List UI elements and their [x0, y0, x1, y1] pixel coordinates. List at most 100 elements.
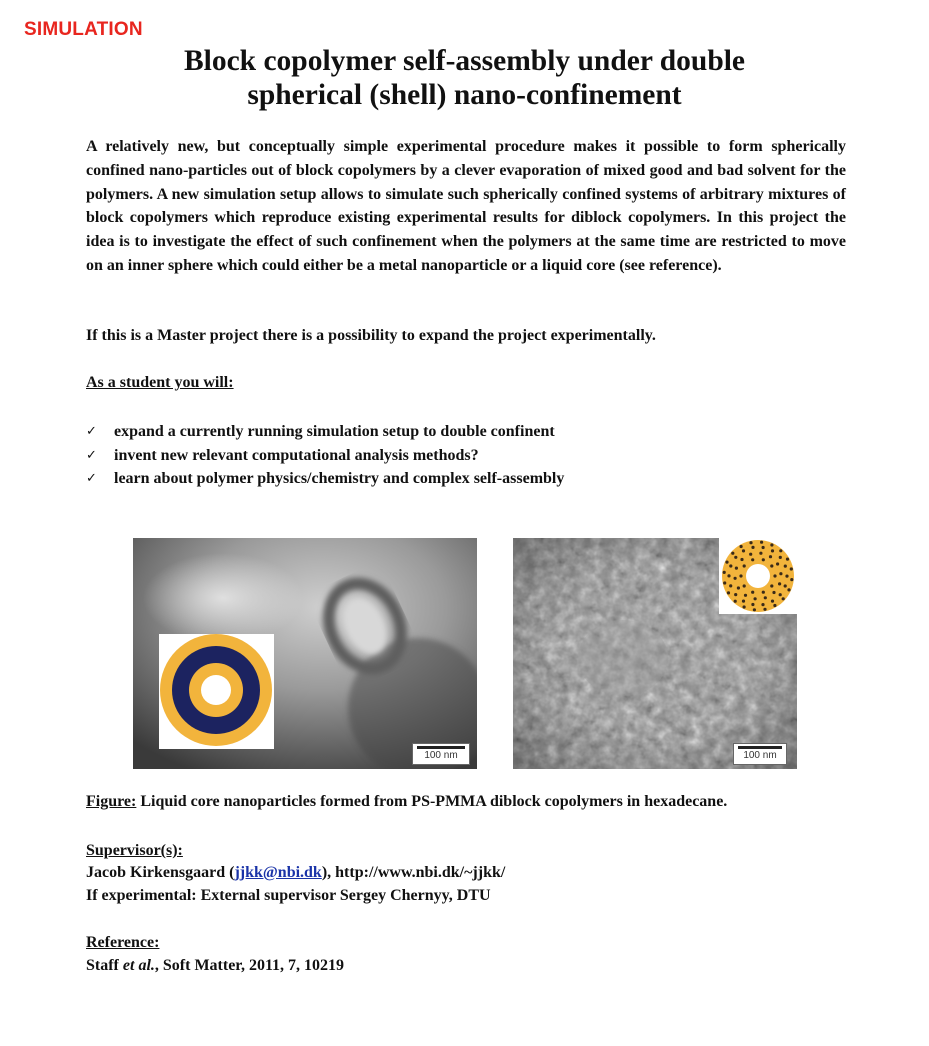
- inset-dot: [733, 599, 737, 603]
- task-list: ✓ expand a currently running simulation s…: [86, 420, 564, 491]
- title-line-2: spherical (shell) nano-confinement: [247, 79, 682, 111]
- inset-dot: [770, 549, 775, 553]
- inset-dot: [760, 540, 764, 544]
- inset-dot: [733, 576, 737, 580]
- tem-image-right: [513, 538, 797, 769]
- inset-dot: [731, 551, 735, 555]
- figure-label: Figure:: [86, 793, 137, 810]
- inset-dot: [752, 608, 756, 612]
- inset-dot: [761, 590, 765, 594]
- task-text: learn about polymer physics/chemistry an…: [114, 470, 565, 487]
- supervisor-name: Jacob Kirkensgaard (: [86, 864, 235, 881]
- inset-dot: [741, 599, 746, 603]
- inset-dot: [772, 590, 776, 595]
- inset-dot: [751, 602, 755, 607]
- category-tag: SIMULATION: [24, 19, 143, 40]
- inset-dot: [783, 584, 787, 588]
- inset-dot: [761, 603, 765, 607]
- page-title: Block copolymer self-assembly under doub…: [60, 44, 869, 112]
- micrograph-left: 100 nm: [133, 538, 477, 769]
- inset-dot: [751, 545, 755, 549]
- inset-dot: [749, 552, 753, 556]
- inset-dot: [729, 584, 733, 588]
- inset-dot: [779, 572, 783, 576]
- inset-dot: [773, 603, 777, 608]
- inset-dot: [787, 588, 791, 592]
- inset-dot: [734, 555, 738, 559]
- inset-dot: [742, 564, 746, 568]
- inset-dot: [723, 581, 727, 585]
- inset-dot: [770, 543, 774, 547]
- supervisor-url: ), http://www.nbi.dk/~jjkk/: [321, 864, 506, 881]
- supervisor-heading: Supervisor(s):: [86, 842, 183, 859]
- tem-image-left: [133, 538, 477, 769]
- inset-dot: [778, 593, 782, 597]
- reference-etal: et al.: [122, 957, 155, 974]
- inset-dot: [759, 551, 763, 555]
- external-supervisor: If experimental: External supervisor Ser…: [86, 887, 491, 904]
- inset-dot: [734, 593, 738, 597]
- inset-dot: [778, 555, 782, 559]
- inset-dot: [749, 541, 753, 545]
- inset-dot: [722, 570, 726, 574]
- reference-source: , Soft Matter, 2011, 7, 10219: [154, 957, 345, 974]
- scale-bar-line: [738, 746, 782, 749]
- scale-bar-left: 100 nm: [412, 743, 470, 765]
- reference-author: Staff: [86, 957, 123, 974]
- inset-dot: [781, 597, 785, 601]
- email-link[interactable]: jjkk@nbi.dk: [234, 864, 322, 881]
- inset-dot: [785, 557, 790, 561]
- inset-dot: [770, 599, 775, 603]
- inset-dot: [751, 590, 755, 594]
- inset-dot: [736, 586, 740, 590]
- checkmark-icon: ✓: [86, 424, 97, 439]
- supervisor-line: Jacob Kirkensgaard (jjkk@nbi.dk), http:/…: [86, 862, 505, 884]
- figure-caption-text: Liquid core nanoparticles formed from PS…: [136, 793, 728, 810]
- project-description: A relatively new, but conceptually simpl…: [86, 138, 846, 274]
- inset-dot: [725, 560, 729, 564]
- inset-dot: [773, 574, 777, 578]
- task-text: invent new relevant computational analys…: [114, 446, 479, 464]
- list-item: ✓ expand a currently running simulation s…: [86, 420, 564, 444]
- checkmark-icon: ✓: [86, 447, 97, 463]
- scale-label: 100 nm: [743, 750, 777, 761]
- inset-dot: [753, 597, 757, 601]
- inset-dot: [779, 549, 783, 553]
- inset-dot: [763, 607, 767, 611]
- inset-dot: [778, 582, 782, 586]
- inset-dot: [770, 564, 774, 568]
- scale-bar-line: [417, 746, 465, 749]
- inset-dot: [785, 574, 789, 578]
- checkmark-icon: ✓: [86, 471, 97, 486]
- inset-dot: [763, 596, 767, 600]
- student-heading: As a student you will:: [86, 374, 234, 391]
- inset-dot: [770, 584, 774, 588]
- inset-dot: [776, 562, 780, 566]
- inset-dot: [742, 584, 746, 588]
- inset-dot: [741, 549, 746, 553]
- inset-dot: [734, 566, 738, 570]
- inset-dot: [740, 557, 744, 562]
- reference-citation: Staff et al., Soft Matter, 2011, 7, 1021…: [86, 955, 344, 977]
- scale-bar-right: 100 nm: [733, 743, 787, 765]
- list-item: ✓ learn about polymer physics/chemistry a…: [86, 467, 564, 491]
- micrograph-right: 100 nm: [513, 538, 797, 769]
- inset-dot: [768, 555, 773, 559]
- inset-dot: [726, 591, 731, 595]
- inset-dot: [751, 558, 755, 562]
- inset-dot: [743, 593, 748, 597]
- title-line-1: Block copolymer self-assembly under doub…: [183, 45, 746, 77]
- inset-dot: [727, 574, 731, 578]
- inset-dot: [761, 545, 765, 550]
- figure-caption: Figure: Liquid core nanoparticles formed…: [86, 791, 727, 813]
- scale-label: 100 nm: [424, 750, 458, 761]
- inset-dot: [729, 564, 733, 568]
- inset-dot: [739, 574, 743, 578]
- reference-heading: Reference:: [86, 934, 160, 951]
- inset-dot: [761, 558, 765, 562]
- list-item: ✓ invent new relevant computational analy…: [86, 444, 564, 468]
- task-text: expand a currently running simulation se…: [114, 423, 555, 440]
- inset-dot: [742, 605, 746, 609]
- inset-dot: [790, 578, 794, 582]
- inset-dot: [789, 567, 793, 571]
